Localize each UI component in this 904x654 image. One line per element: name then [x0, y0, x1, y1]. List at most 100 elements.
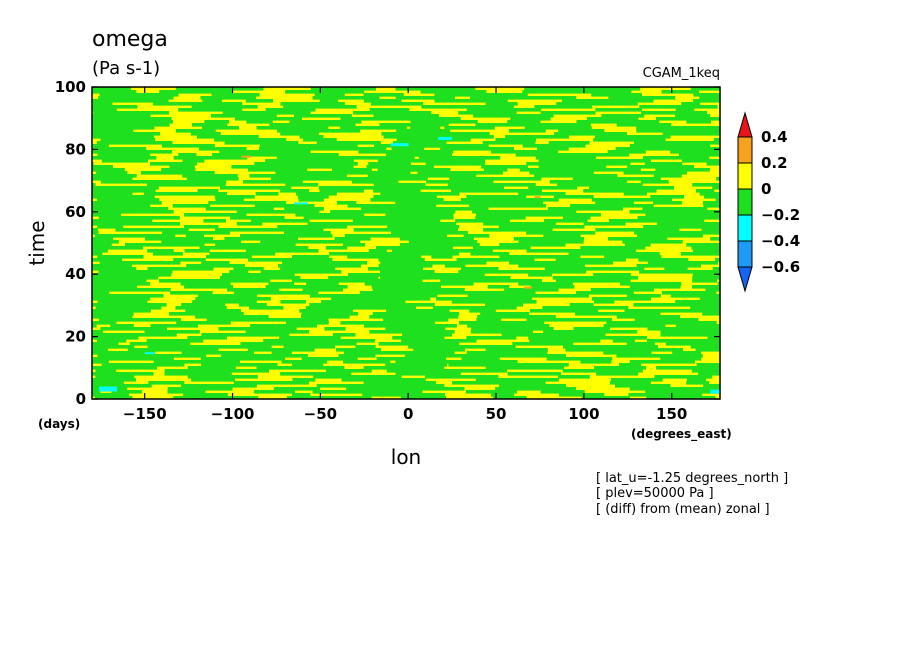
field-band	[378, 165, 425, 169]
colorbar-segment	[737, 136, 753, 164]
field-band	[490, 393, 515, 397]
field-band	[299, 309, 354, 313]
field-band	[380, 192, 411, 196]
field-spot	[294, 202, 309, 205]
field-band	[260, 270, 342, 274]
field-band	[692, 249, 720, 253]
field-band	[572, 177, 661, 181]
field-band	[192, 300, 257, 304]
field-band	[148, 381, 185, 385]
field-band	[387, 270, 435, 274]
field-band	[406, 213, 454, 217]
field-band	[325, 246, 348, 250]
field-band	[639, 105, 718, 109]
field-band	[95, 306, 162, 310]
field-band	[712, 186, 720, 190]
field-band	[200, 357, 286, 361]
field-band	[164, 369, 270, 373]
field-band	[301, 357, 358, 361]
field-band	[448, 363, 569, 367]
field-band	[92, 309, 151, 313]
x-tick-label: −150	[123, 405, 167, 423]
y-tick-label: 0	[76, 390, 86, 408]
field-band	[451, 300, 537, 304]
field-band	[399, 288, 465, 292]
field-band	[675, 108, 695, 112]
field-band	[92, 273, 172, 277]
field-band	[386, 150, 419, 154]
field-band	[627, 165, 694, 169]
field-band	[586, 117, 639, 121]
field-band	[660, 333, 720, 337]
field-band	[129, 342, 191, 346]
field-band	[283, 105, 357, 109]
field-band	[670, 150, 720, 154]
field-band	[543, 234, 581, 238]
field-band	[376, 186, 416, 190]
field-band	[561, 99, 654, 103]
field-band	[664, 267, 688, 271]
field-band	[92, 285, 138, 289]
field-band	[201, 363, 278, 367]
field-band	[695, 348, 720, 352]
field-band	[590, 288, 654, 292]
field-band	[186, 177, 239, 181]
field-band	[338, 354, 376, 358]
field-band	[394, 318, 446, 322]
field-band	[562, 369, 643, 373]
field-band	[609, 381, 651, 385]
field-band	[298, 198, 324, 202]
field-band	[149, 162, 197, 166]
chart-title: omega	[92, 27, 168, 52]
field-band	[526, 249, 637, 253]
field-band	[675, 300, 720, 304]
field-band	[92, 222, 181, 226]
field-band	[243, 180, 303, 184]
field-band	[593, 300, 615, 304]
field-band	[405, 174, 477, 178]
field-band	[265, 285, 348, 289]
field-band	[468, 204, 546, 208]
field-band	[211, 114, 277, 118]
field-band	[331, 297, 420, 301]
field-band	[293, 114, 352, 118]
field-band	[686, 243, 720, 247]
field-band	[404, 228, 458, 232]
field-band	[215, 228, 324, 232]
field-band	[396, 129, 434, 133]
field-band	[460, 198, 559, 202]
field-band	[634, 318, 699, 322]
field-band	[92, 108, 117, 112]
field-band	[92, 168, 125, 172]
field-band	[395, 96, 455, 100]
field-band	[367, 180, 399, 184]
colorbar-label: 0	[761, 180, 771, 198]
field-band	[702, 312, 720, 316]
field-band	[379, 177, 428, 181]
field-band	[92, 228, 98, 232]
field-spot	[710, 389, 720, 394]
field-band	[181, 303, 226, 307]
field-band	[626, 294, 661, 298]
field-band	[670, 294, 720, 298]
field-band	[629, 387, 720, 391]
field-band	[372, 300, 406, 304]
field-band	[595, 108, 643, 112]
colorbar-label: −0.4	[761, 232, 800, 250]
field-band	[485, 303, 524, 307]
field-band	[483, 168, 508, 172]
field-band	[143, 192, 227, 196]
field-band	[409, 276, 511, 280]
contour-field	[92, 87, 720, 399]
field-band	[690, 345, 720, 349]
field-band	[240, 342, 357, 346]
field-band	[185, 234, 205, 238]
field-band	[643, 225, 720, 229]
field-band	[386, 369, 431, 373]
field-band	[195, 297, 271, 301]
field-band	[92, 195, 155, 199]
field-band	[415, 201, 544, 205]
field-band	[92, 231, 99, 235]
field-band	[340, 321, 436, 325]
field-band	[368, 273, 419, 277]
